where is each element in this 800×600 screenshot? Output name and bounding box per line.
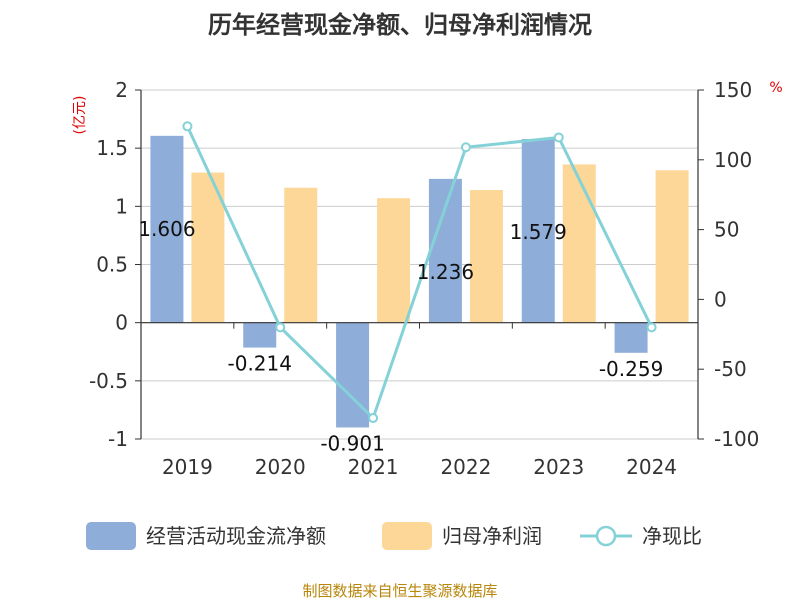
ratio-point xyxy=(182,121,193,132)
left-axis-tick-label: -0.5 xyxy=(89,369,128,393)
cashflow-data-label: 1.236 xyxy=(417,260,474,284)
left-axis-tick-label: 2 xyxy=(115,78,128,102)
legend-swatch-cashflow xyxy=(86,522,136,550)
legend-label-net-profit: 归母净利润 xyxy=(442,524,542,548)
right-axis-tick-label: 50 xyxy=(714,218,739,242)
chart-title: 历年经营现金净额、归母净利润情况 xyxy=(208,11,592,39)
cashflow-bar xyxy=(521,138,555,323)
cashflow-data-label: -0.901 xyxy=(320,431,384,455)
net-profit-bar xyxy=(562,164,596,323)
x-axis-tick-label: 2021 xyxy=(348,455,399,479)
net-profit-bar xyxy=(655,170,689,323)
cashflow-data-label: 1.579 xyxy=(510,220,567,244)
cashflow-data-label: -0.259 xyxy=(599,357,663,381)
cashflow-bar xyxy=(614,322,648,353)
legend-label-ratio: 净现比 xyxy=(642,524,702,548)
x-axis-tick-label: 2019 xyxy=(162,455,213,479)
line-series-layer xyxy=(182,121,657,424)
legend-swatch-net-profit xyxy=(382,522,432,550)
right-axis-tick-label: 100 xyxy=(714,148,752,172)
left-axis-tick-label: 0.5 xyxy=(96,253,128,277)
data-labels: 1.606 -0.214 -0.901 1.236 1.579 -0.259 xyxy=(138,217,663,456)
ratio-point xyxy=(646,322,657,333)
axes: 2 1.5 1 0.5 0 -0.5 -1 150 100 50 0 -50 -100 2019 2020 2… xyxy=(89,78,759,479)
legend-label-cashflow: 经营活动现金流净额 xyxy=(146,524,326,548)
right-axis-unit: % xyxy=(769,80,782,96)
x-axis-tick-label: 2022 xyxy=(440,455,491,479)
ratio-point xyxy=(368,413,379,424)
net-profit-bar xyxy=(284,187,318,323)
ratio-line xyxy=(186,125,653,421)
x-axis-tick-label: 2024 xyxy=(626,455,677,479)
cashflow-bar xyxy=(336,322,370,428)
cashflow-bar xyxy=(150,135,184,323)
bar-series-layer xyxy=(150,135,689,428)
ratio-point xyxy=(553,132,564,143)
right-axis-tick-label: -100 xyxy=(714,427,759,451)
cashflow-bar xyxy=(428,178,462,323)
cashflow-data-label: -0.214 xyxy=(228,352,292,376)
net-profit-bar xyxy=(377,198,411,323)
legend-swatch-ratio-marker xyxy=(595,525,617,547)
ratio-point xyxy=(460,142,471,153)
right-axis-tick-label: 0 xyxy=(714,287,727,311)
ratio-point xyxy=(275,322,286,333)
net-profit-bar xyxy=(469,190,503,323)
right-axis-tick-label: 150 xyxy=(714,78,752,102)
cashflow-bar xyxy=(243,322,277,348)
left-axis-tick-label: -1 xyxy=(108,427,128,451)
cashflow-data-label: 1.606 xyxy=(138,217,195,241)
legend: 经营活动现金流净额 归母净利润 净现比 xyxy=(86,522,702,550)
left-axis-unit: (亿元) xyxy=(72,96,88,135)
left-axis-tick-label: 1 xyxy=(115,194,128,218)
left-axis-tick-label: 0 xyxy=(115,311,128,335)
right-axis-tick-label: -50 xyxy=(714,357,747,381)
source-note: 制图数据来自恒生聚源数据库 xyxy=(302,582,497,600)
x-axis-tick-label: 2020 xyxy=(255,455,306,479)
left-axis-tick-label: 1.5 xyxy=(96,136,128,160)
x-axis-tick-label: 2023 xyxy=(533,455,584,479)
